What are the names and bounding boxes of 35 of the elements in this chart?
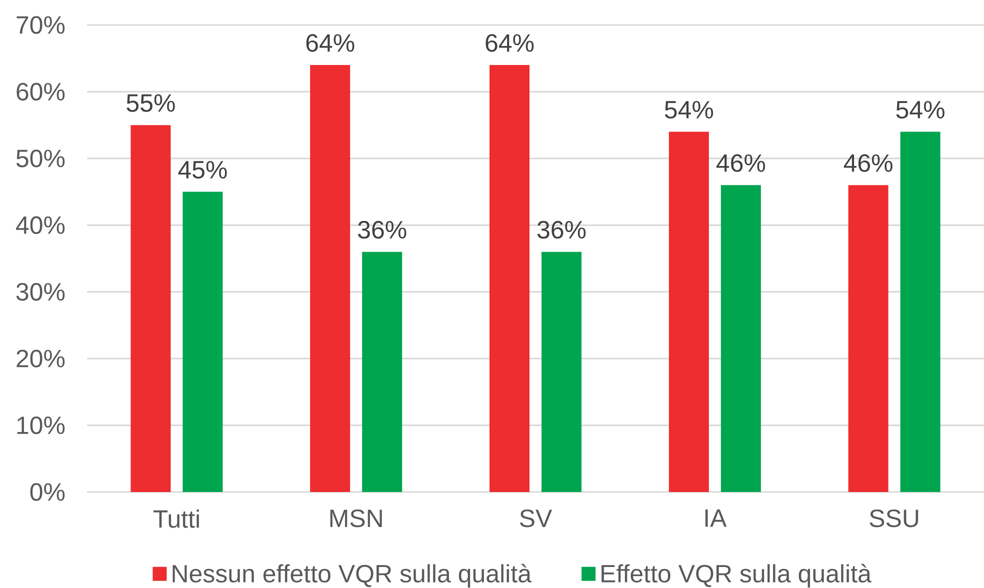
bar <box>490 65 530 492</box>
bar <box>182 192 223 492</box>
bar <box>720 185 761 492</box>
x-tick-label: Tutti <box>153 510 199 528</box>
data-label: 54% <box>896 100 944 119</box>
data-label: 36% <box>358 220 406 239</box>
x-tick-label: SV <box>520 510 552 528</box>
data-label: 46% <box>716 154 766 172</box>
y-tick-label: 0% <box>30 483 65 501</box>
x-tick-label: IA <box>705 510 727 527</box>
bar <box>362 252 402 492</box>
bar <box>900 132 940 492</box>
data-label: 64% <box>306 34 354 52</box>
data-label: 46% <box>844 154 892 172</box>
data-label: 55% <box>126 94 175 112</box>
y-tick-label: 20% <box>16 350 65 368</box>
y-tick-label: 50% <box>16 150 65 168</box>
y-tick-label: 70% <box>16 16 65 34</box>
bar <box>310 65 350 492</box>
bar <box>668 132 709 492</box>
x-tick-label: MSN <box>330 510 382 528</box>
y-tick-label: 40% <box>16 216 65 234</box>
data-label: 36% <box>537 220 586 239</box>
y-tick-label: 10% <box>17 416 65 434</box>
y-tick-label: 60% <box>16 82 65 101</box>
bar <box>848 185 888 492</box>
bar <box>130 125 171 492</box>
data-label: 54% <box>664 100 714 119</box>
legend-label: Nessun effetto VQR sulla qualità <box>172 564 532 588</box>
y-tick-label: 30% <box>16 283 65 301</box>
legend-label: Effetto VQR sulla qualità <box>602 564 872 588</box>
bar <box>542 252 582 492</box>
x-tick-label: SSU <box>870 510 918 528</box>
data-label: 45% <box>178 161 227 179</box>
data-label: 64% <box>486 34 534 52</box>
